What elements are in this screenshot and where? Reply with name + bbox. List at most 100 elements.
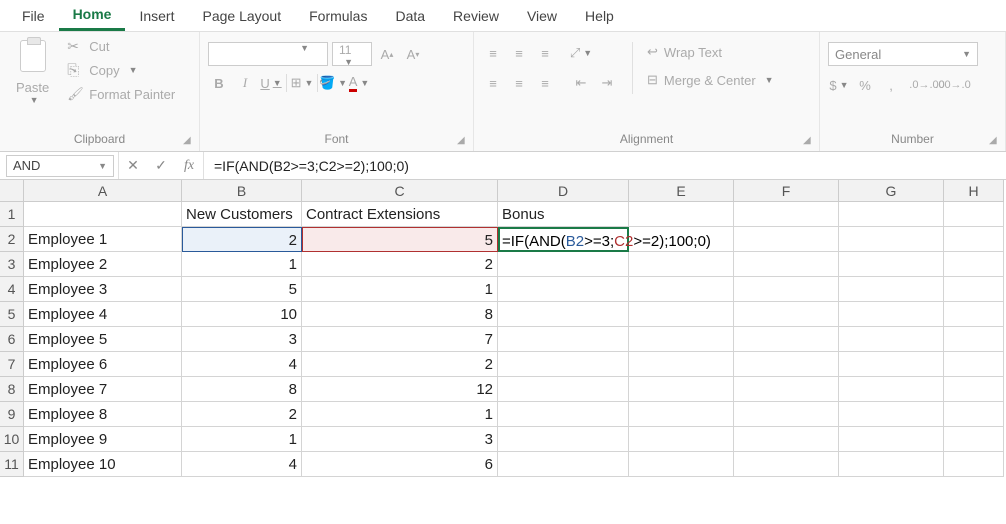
cell[interactable] bbox=[839, 202, 944, 227]
align-left-button[interactable]: ≡ bbox=[482, 72, 504, 94]
cell[interactable] bbox=[944, 377, 1004, 402]
cell[interactable] bbox=[734, 202, 839, 227]
row-head[interactable]: 3 bbox=[0, 252, 24, 277]
cell[interactable] bbox=[839, 252, 944, 277]
italic-button[interactable]: I bbox=[234, 72, 256, 94]
cell[interactable] bbox=[944, 202, 1004, 227]
cell[interactable] bbox=[498, 377, 629, 402]
cell[interactable] bbox=[734, 302, 839, 327]
select-all-corner[interactable] bbox=[0, 180, 24, 202]
cell[interactable]: Employee 6 bbox=[24, 352, 182, 377]
name-box[interactable]: AND▼ bbox=[6, 155, 114, 177]
cell[interactable]: 1 bbox=[182, 252, 302, 277]
col-head-a[interactable]: A bbox=[24, 180, 182, 202]
cell[interactable] bbox=[839, 377, 944, 402]
cell[interactable] bbox=[839, 302, 944, 327]
cell[interactable]: New Customers bbox=[182, 202, 302, 227]
underline-button[interactable]: U▼ bbox=[260, 72, 282, 94]
tab-formulas[interactable]: Formulas bbox=[295, 2, 381, 30]
cell[interactable] bbox=[734, 427, 839, 452]
cell[interactable] bbox=[734, 377, 839, 402]
comma-button[interactable]: , bbox=[880, 74, 902, 96]
tab-review[interactable]: Review bbox=[439, 2, 513, 30]
cell[interactable]: 8 bbox=[302, 302, 498, 327]
cell[interactable] bbox=[839, 402, 944, 427]
cell[interactable] bbox=[839, 277, 944, 302]
row-head[interactable]: 6 bbox=[0, 327, 24, 352]
percent-button[interactable]: % bbox=[854, 74, 876, 96]
tab-data[interactable]: Data bbox=[381, 2, 439, 30]
cell[interactable]: Bonus bbox=[498, 202, 629, 227]
cell[interactable] bbox=[498, 427, 629, 452]
cell[interactable]: Employee 2 bbox=[24, 252, 182, 277]
col-head-b[interactable]: B bbox=[182, 180, 302, 202]
cell[interactable] bbox=[734, 277, 839, 302]
cell[interactable] bbox=[498, 402, 629, 427]
cell[interactable]: 2 bbox=[302, 252, 498, 277]
cell[interactable] bbox=[944, 302, 1004, 327]
tab-view[interactable]: View bbox=[513, 2, 571, 30]
cell[interactable] bbox=[839, 327, 944, 352]
row-head[interactable]: 9 bbox=[0, 402, 24, 427]
cell[interactable] bbox=[629, 352, 734, 377]
cell[interactable]: 5 bbox=[182, 277, 302, 302]
cell[interactable]: Contract Extensions bbox=[302, 202, 498, 227]
number-format-select[interactable]: General▼ bbox=[828, 42, 978, 66]
insert-function-button[interactable]: fx bbox=[175, 158, 203, 174]
tab-file[interactable]: File bbox=[8, 2, 59, 30]
row-head[interactable]: 10 bbox=[0, 427, 24, 452]
col-head-e[interactable]: E bbox=[629, 180, 734, 202]
cell[interactable] bbox=[839, 227, 944, 252]
decrease-font-button[interactable]: A▾ bbox=[402, 43, 424, 65]
col-head-d[interactable]: D bbox=[498, 180, 629, 202]
cell[interactable]: 2 bbox=[182, 402, 302, 427]
align-bottom-button[interactable]: ≡ bbox=[534, 42, 556, 64]
col-head-c[interactable]: C bbox=[302, 180, 498, 202]
dialog-launcher-icon[interactable]: ◢ bbox=[803, 135, 817, 149]
wrap-text-button[interactable]: ↩ Wrap Text bbox=[643, 42, 778, 62]
cell[interactable] bbox=[734, 252, 839, 277]
cell[interactable] bbox=[629, 377, 734, 402]
cell[interactable] bbox=[839, 352, 944, 377]
cell[interactable] bbox=[24, 202, 182, 227]
cell[interactable]: 1 bbox=[182, 427, 302, 452]
cell[interactable] bbox=[734, 452, 839, 477]
paste-button[interactable]: Paste ▼ bbox=[8, 36, 57, 129]
cell[interactable] bbox=[734, 327, 839, 352]
font-color-button[interactable]: A▼ bbox=[348, 72, 370, 94]
row-head[interactable]: 2 bbox=[0, 227, 24, 252]
increase-indent-button[interactable]: ⇥ bbox=[596, 72, 618, 94]
cell[interactable] bbox=[629, 277, 734, 302]
cell[interactable] bbox=[629, 402, 734, 427]
cell[interactable]: Employee 4 bbox=[24, 302, 182, 327]
cell[interactable]: 7 bbox=[302, 327, 498, 352]
cell[interactable]: Employee 10 bbox=[24, 452, 182, 477]
cell[interactable]: 10 bbox=[182, 302, 302, 327]
cell-b2-selected[interactable]: 2 bbox=[182, 227, 302, 252]
cell[interactable] bbox=[839, 452, 944, 477]
dialog-launcher-icon[interactable]: ◢ bbox=[457, 135, 471, 149]
cell[interactable] bbox=[944, 227, 1004, 252]
orientation-button[interactable]: ⤢▼ bbox=[570, 42, 592, 64]
cell[interactable]: 4 bbox=[182, 352, 302, 377]
cell[interactable] bbox=[629, 427, 734, 452]
decrease-decimal-button[interactable]: .00→.0 bbox=[942, 74, 964, 96]
cell[interactable]: 12 bbox=[302, 377, 498, 402]
tab-help[interactable]: Help bbox=[571, 2, 628, 30]
row-head[interactable]: 7 bbox=[0, 352, 24, 377]
cell[interactable] bbox=[944, 452, 1004, 477]
cell[interactable]: 3 bbox=[182, 327, 302, 352]
cell[interactable] bbox=[498, 452, 629, 477]
formula-input[interactable]: =IF(AND(B2>=3;C2>=2);100;0) bbox=[204, 158, 1006, 174]
tab-page-layout[interactable]: Page Layout bbox=[188, 2, 295, 30]
col-head-g[interactable]: G bbox=[839, 180, 944, 202]
cell[interactable] bbox=[734, 227, 839, 252]
cell[interactable] bbox=[839, 427, 944, 452]
tab-insert[interactable]: Insert bbox=[125, 2, 188, 30]
copy-button[interactable]: Copy▼ bbox=[63, 60, 179, 80]
bold-button[interactable]: B bbox=[208, 72, 230, 94]
dialog-launcher-icon[interactable]: ◢ bbox=[989, 135, 1003, 149]
decrease-indent-button[interactable]: ⇤ bbox=[570, 72, 592, 94]
cell[interactable] bbox=[629, 202, 734, 227]
cell[interactable] bbox=[944, 427, 1004, 452]
